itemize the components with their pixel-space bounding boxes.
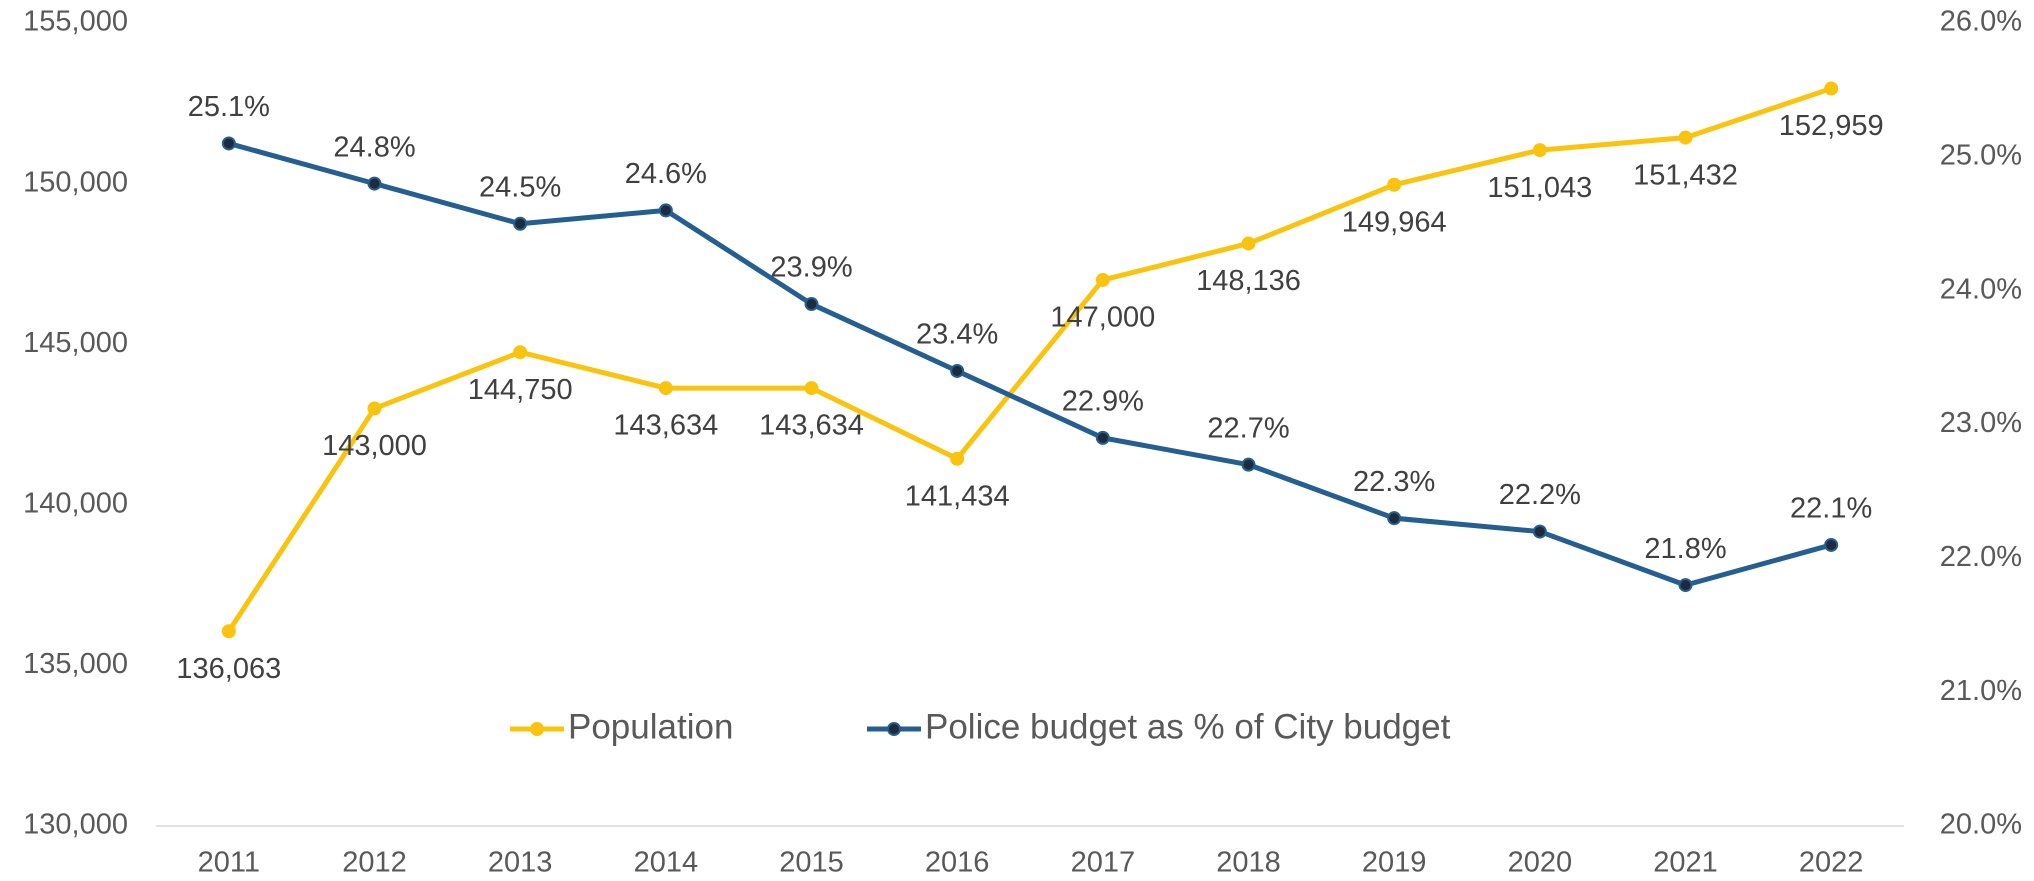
y2-tick-label: 23.0% [1940,407,2022,439]
data-label: 23.9% [770,252,852,284]
series-marker [1095,430,1110,445]
x-tick-label: 2012 [342,847,407,879]
x-tick-label: 2015 [779,847,844,879]
y-tick-label: 150,000 [23,166,128,198]
series-marker [1532,524,1547,539]
data-label: 144,750 [468,374,573,406]
data-label: 25.1% [188,91,270,123]
series-marker [1387,177,1402,192]
x-tick-label: 2011 [198,847,260,879]
x-tick-label: 2013 [488,847,553,879]
data-label: 147,000 [1050,302,1155,334]
data-label: 22.2% [1499,479,1581,511]
series-marker [367,176,382,191]
data-label: 141,434 [905,480,1010,512]
y2-tick-label: 20.0% [1940,809,2022,841]
data-label: 151,043 [1487,172,1592,204]
x-tick-label: 2017 [1071,847,1136,879]
x-tick-label: 2018 [1216,847,1281,879]
legend-label: Population [568,707,733,746]
data-label: 23.4% [916,319,998,351]
series-line [228,141,1832,588]
y-tick-label: 155,000 [23,6,128,38]
data-label: 149,964 [1342,206,1447,238]
data-label: 21.8% [1644,533,1726,565]
series-marker [1678,130,1693,145]
series-marker [1532,143,1547,158]
series-marker [221,136,236,151]
data-label: 143,634 [759,410,864,442]
series-marker [950,363,965,378]
x-tick-label: 2016 [925,847,990,879]
y2-tick-label: 24.0% [1940,273,2022,305]
series-marker [1824,81,1839,96]
x-tick-label: 2014 [634,847,699,879]
series-marker [1241,236,1256,251]
data-label: 22.7% [1207,412,1289,444]
data-label: 148,136 [1196,265,1301,297]
series-marker [804,297,819,312]
data-label: 24.6% [625,158,707,190]
data-label: 151,432 [1633,159,1738,191]
series-marker [1095,272,1110,287]
series-marker [221,624,236,639]
data-label: 24.5% [479,171,561,203]
legend-label: Police budget as % of City budget [925,707,1451,746]
data-label: 143,000 [322,430,427,462]
y2-tick-label: 21.0% [1940,675,2022,707]
x-tick-label: 2019 [1362,847,1427,879]
data-label: 152,959 [1779,110,1884,142]
series-marker [658,203,673,218]
y2-tick-label: 22.0% [1940,541,2022,573]
x-tick-label: 2021 [1653,847,1718,879]
series-marker [804,381,819,396]
data-label: 22.3% [1353,466,1435,498]
data-label: 22.1% [1790,493,1872,525]
y-tick-label: 130,000 [23,809,128,841]
data-label: 22.9% [1062,386,1144,418]
x-tick-label: 2020 [1508,847,1573,879]
data-label: 24.8% [333,131,415,163]
series-marker [658,381,673,396]
series-marker [367,401,382,416]
series-line [226,86,1832,633]
series-marker [950,451,965,466]
y-tick-label: 135,000 [23,648,128,680]
y-tick-label: 140,000 [23,487,128,519]
data-label: 143,634 [613,410,718,442]
series-marker [513,216,528,231]
series-marker [1678,578,1693,593]
y2-tick-label: 25.0% [1940,139,2022,171]
x-tick-label: 2022 [1799,847,1864,879]
series-marker [1824,537,1839,552]
data-label: 136,063 [176,653,281,685]
legend-marker [530,722,544,736]
series-marker [513,345,528,360]
series-marker [1241,457,1256,472]
series-marker [1387,511,1402,526]
legend-marker [887,722,901,736]
y-tick-label: 145,000 [23,327,128,359]
y2-tick-label: 26.0% [1940,6,2022,38]
